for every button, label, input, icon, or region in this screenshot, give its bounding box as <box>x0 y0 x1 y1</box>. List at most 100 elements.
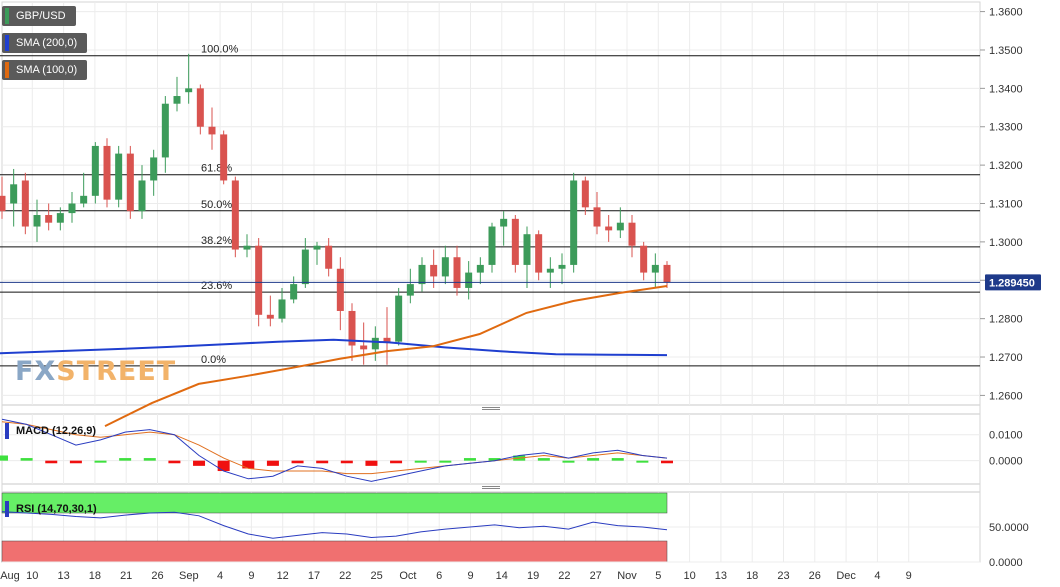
candle-body <box>126 153 134 212</box>
rsi-swatch <box>5 501 9 517</box>
candle-body <box>488 226 496 265</box>
macd-line <box>1 418 668 482</box>
candle-body <box>0 195 6 212</box>
y-tick-label: 1.3100 <box>989 199 1023 211</box>
legend-symbol: GBP/USD <box>2 6 76 26</box>
candle-body <box>45 215 53 223</box>
macd-y-tick-label: 0.0000 <box>989 456 1023 468</box>
macd-histogram-bar <box>45 460 58 464</box>
macd-histogram-bar <box>316 460 329 464</box>
candle-body <box>360 345 368 350</box>
rsi-y-tick-label: 0.0000 <box>989 557 1023 569</box>
candle-body <box>535 234 543 273</box>
x-tick-label: 26 <box>151 570 163 582</box>
legend-sma100-label: SMA (100,0) <box>16 64 78 76</box>
x-tick-label: 5 <box>655 570 661 582</box>
x-tick-label: 22 <box>558 570 570 582</box>
macd-histogram-bar <box>340 460 353 464</box>
macd-histogram-bar <box>488 458 501 461</box>
macd-histogram-bar <box>193 460 206 466</box>
x-tick-label: 9 <box>906 570 912 582</box>
x-tick-label: 10 <box>26 570 38 582</box>
watermark-fx: FX <box>15 356 57 387</box>
legend-macd-label: MACD (12,26,9) <box>16 425 97 437</box>
pane-frame-1 <box>1 413 981 485</box>
candle-body <box>91 145 99 196</box>
x-tick-label: 4 <box>874 570 880 582</box>
candle-body <box>220 134 228 181</box>
candle-body <box>628 222 636 246</box>
x-tick-label: 12 <box>277 570 289 582</box>
candle-body <box>80 195 88 204</box>
candle-body <box>231 180 239 250</box>
legend-sma200-label: SMA (200,0) <box>16 37 78 49</box>
x-tick-label: 25 <box>370 570 382 582</box>
pane-handle-1a <box>482 486 500 487</box>
candle-body <box>266 314 274 319</box>
macd-histogram-bar <box>143 458 156 461</box>
candle-body <box>395 295 403 342</box>
y-tick-label: 1.3500 <box>989 45 1023 57</box>
y-tick-label: 1.2600 <box>989 390 1023 402</box>
current-price-label: 1.289450 <box>989 277 1035 289</box>
candle-body <box>616 222 624 231</box>
current-price-tag <box>985 274 1041 291</box>
candle-body <box>325 245 333 269</box>
macd-histogram-bar <box>291 460 304 464</box>
x-tick-label: 27 <box>590 570 602 582</box>
rsi-oversold-zone <box>1 540 668 563</box>
candle-body <box>430 264 438 277</box>
legend-rsi-label: RSI (14,70,30,1) <box>16 503 97 515</box>
candle-body <box>150 157 158 181</box>
sma200-swatch <box>5 35 9 51</box>
candle-body <box>593 207 601 227</box>
x-tick-label: 19 <box>527 570 539 582</box>
y-tick-label: 1.3300 <box>989 122 1023 134</box>
candle-body <box>640 245 648 273</box>
candle-body <box>255 245 263 315</box>
candle-body <box>21 180 29 227</box>
watermark-street: STREET <box>56 356 177 387</box>
watermark: FXSTREET <box>15 356 176 387</box>
candle-body <box>348 310 356 346</box>
macd-histogram-bar <box>562 460 575 463</box>
candle-body <box>570 180 578 265</box>
candle-body <box>651 264 659 273</box>
x-tick-label: Dec <box>836 570 856 582</box>
candle-body <box>243 245 251 250</box>
macd-histogram-bar <box>168 460 181 464</box>
x-tick-label: 9 <box>467 570 473 582</box>
candle-body <box>383 337 391 342</box>
x-tick-label: Sep <box>179 570 199 582</box>
x-tick-label: 4 <box>217 570 223 582</box>
candle-body <box>185 88 193 93</box>
candle-body <box>546 268 554 273</box>
macd-histogram-bar <box>69 460 82 464</box>
legend-sma100: SMA (100,0) <box>2 60 88 80</box>
macd-histogram-bar <box>414 460 427 463</box>
candle-body <box>138 180 146 212</box>
candle-body <box>511 218 519 265</box>
x-tick-label: Nov <box>617 570 637 582</box>
x-tick-label: 23 <box>777 570 789 582</box>
pane-handle-0a <box>482 407 500 408</box>
rsi-overbought-zone <box>1 492 668 514</box>
candle-body <box>418 264 426 285</box>
candle-body <box>161 103 169 158</box>
fib-label: 100.0% <box>201 44 239 56</box>
y-tick-label: 1.2800 <box>989 314 1023 326</box>
candle-body <box>301 249 309 285</box>
macd-histogram-bar <box>365 460 378 466</box>
macd-y-tick-label: 0.0100 <box>989 430 1023 442</box>
candle-body <box>115 153 123 200</box>
y-tick-label: 1.3000 <box>989 237 1023 249</box>
macd-histogram-bar <box>587 458 600 461</box>
fib-label: 61.8% <box>201 163 232 175</box>
candle-body <box>313 245 321 250</box>
macd-histogram-bar <box>611 458 624 461</box>
candle-body <box>173 96 181 104</box>
candle-body <box>336 268 344 311</box>
rsi-y-tick-label: 50.0000 <box>989 522 1029 534</box>
macd-histogram-bar <box>390 460 403 464</box>
